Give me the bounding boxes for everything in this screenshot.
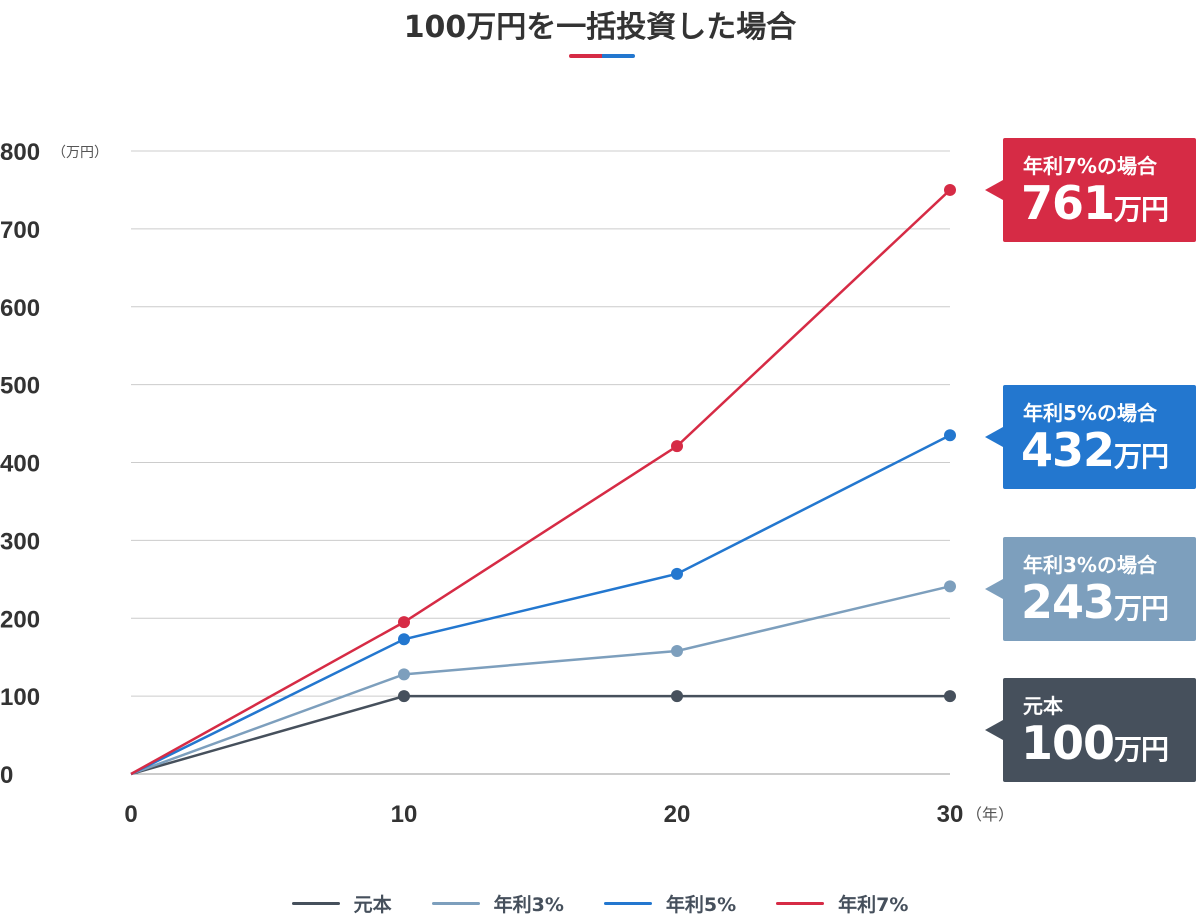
legend-swatch	[603, 902, 652, 905]
data-point	[398, 633, 410, 646]
y-tick-label: 400	[0, 451, 40, 478]
x-tick-label: 20	[664, 801, 691, 828]
callout-label: 年利3%の場合	[1023, 553, 1157, 577]
legend-label: 年利3%	[493, 894, 564, 916]
callout-number: 100	[1021, 716, 1115, 770]
data-point	[671, 644, 683, 657]
callout-label: 年利7%の場合	[1023, 154, 1157, 178]
legend-label: 元本	[353, 894, 392, 916]
data-point	[944, 690, 956, 703]
y-tick-label: 300	[0, 528, 40, 555]
legend-label: 年利7%	[838, 894, 909, 916]
data-point	[671, 567, 683, 580]
callout-label: 年利5%の場合	[1023, 401, 1157, 425]
value-callout: 元本 100万円	[985, 678, 1196, 782]
y-tick-label: 100	[0, 684, 40, 711]
data-point	[944, 183, 956, 196]
x-tick-label: 0	[124, 801, 137, 828]
callout-value: 432万円	[1021, 423, 1169, 477]
y-tick-label: 700	[0, 217, 40, 244]
callout-unit: 万円	[1114, 193, 1169, 226]
y-tick-label: 0	[0, 762, 13, 789]
chart-title: 100万円を一括投資した場合	[403, 10, 797, 45]
data-point	[944, 429, 956, 442]
callout-number: 243	[1021, 575, 1115, 629]
series-line-1	[130, 585, 951, 776]
series-line-0	[130, 694, 950, 776]
legend-item: 年利5%	[603, 890, 737, 917]
callout-number: 761	[1021, 176, 1115, 230]
title-underline	[569, 54, 635, 58]
value-callout: 年利3%の場合 243万円	[985, 537, 1196, 641]
legend-item: 年利7%	[776, 890, 908, 917]
data-point	[398, 616, 410, 629]
data-point	[398, 690, 410, 703]
legend-item: 年利3%	[431, 890, 564, 917]
legend-label: 年利5%	[665, 894, 737, 916]
series-line-3	[130, 189, 951, 776]
data-point	[398, 668, 410, 681]
series-line-2	[130, 434, 951, 776]
y-tick-label: 800	[0, 139, 40, 166]
y-tick-label: 500	[0, 373, 40, 400]
legend-swatch	[776, 902, 825, 905]
legend-swatch	[431, 902, 480, 905]
legend-swatch	[291, 902, 340, 905]
value-callout: 年利5%の場合 432万円	[985, 385, 1196, 489]
x-tick-label: 10	[391, 801, 418, 828]
callout-unit: 万円	[1114, 733, 1169, 766]
callout-unit: 万円	[1114, 592, 1169, 625]
data-point	[944, 580, 956, 593]
callout-value: 100万円	[1021, 716, 1169, 770]
y-unit-label: （万円）	[52, 145, 108, 161]
x-tick-label: 30	[937, 801, 964, 828]
legend-item: 元本	[291, 890, 392, 917]
callout-value: 243万円	[1021, 575, 1169, 629]
callout-value: 761万円	[1021, 176, 1169, 230]
callout-number: 432	[1021, 423, 1115, 477]
callout-label: 元本	[1023, 694, 1063, 718]
x-unit-label: （年）	[966, 805, 1014, 824]
data-point	[671, 440, 683, 453]
legend: 元本 年利3% 年利5% 年利7%	[0, 890, 1200, 917]
data-point	[671, 690, 683, 703]
y-tick-label: 600	[0, 295, 40, 322]
value-callout: 年利7%の場合 761万円	[985, 138, 1196, 242]
callout-unit: 万円	[1114, 440, 1169, 473]
y-tick-label: 200	[0, 606, 40, 633]
